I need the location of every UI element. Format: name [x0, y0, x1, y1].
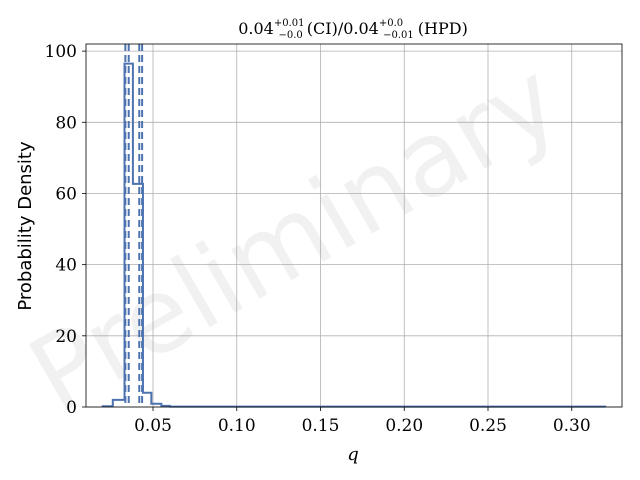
- y-tick-label: 20: [55, 327, 77, 347]
- title-hpd-plus: +0.0: [379, 18, 403, 29]
- y-axis-ticks: 0 20 40 60 80 100: [45, 42, 86, 418]
- y-axis-label: Probability Density: [15, 141, 36, 311]
- x-tick-label: 0.25: [469, 416, 507, 436]
- title-hpd-label: (HPD): [418, 19, 468, 38]
- chart-title: 0.04+0.01 −0.0 (CI)/0.04+0.0 −0.01 (HPD): [238, 18, 468, 41]
- x-tick-label: 0.15: [302, 416, 340, 436]
- x-tick-label: 0.20: [385, 416, 423, 436]
- x-tick-label: 0.30: [553, 416, 591, 436]
- x-tick-label: 0.05: [134, 416, 172, 436]
- plot-frame: [85, 43, 623, 408]
- histogram-bin: [143, 393, 151, 407]
- title-hpd-value: 0.04: [343, 19, 379, 38]
- title-ci-label: (CI): [307, 19, 338, 38]
- y-tick-label: 0: [66, 398, 77, 418]
- title-hpd-minus: −0.01: [383, 30, 414, 41]
- interval-lines: [124, 44, 144, 407]
- y-tick-label: 60: [55, 184, 77, 204]
- x-axis-ticks: 0.05 0.10 0.15 0.20 0.25 0.30: [134, 407, 591, 436]
- y-tick-label: 80: [55, 113, 77, 133]
- watermark: Preliminary: [10, 37, 580, 436]
- y-tick-label: 100: [45, 42, 77, 62]
- title-separator: /: [338, 19, 344, 38]
- title-ci-plus: +0.01: [274, 18, 305, 29]
- title-ci-minus: −0.0: [278, 30, 302, 41]
- title-ci-value: 0.04: [238, 19, 274, 38]
- y-tick-label: 40: [55, 256, 77, 276]
- x-tick-label: 0.10: [218, 416, 256, 436]
- x-axis-label: q: [347, 444, 359, 465]
